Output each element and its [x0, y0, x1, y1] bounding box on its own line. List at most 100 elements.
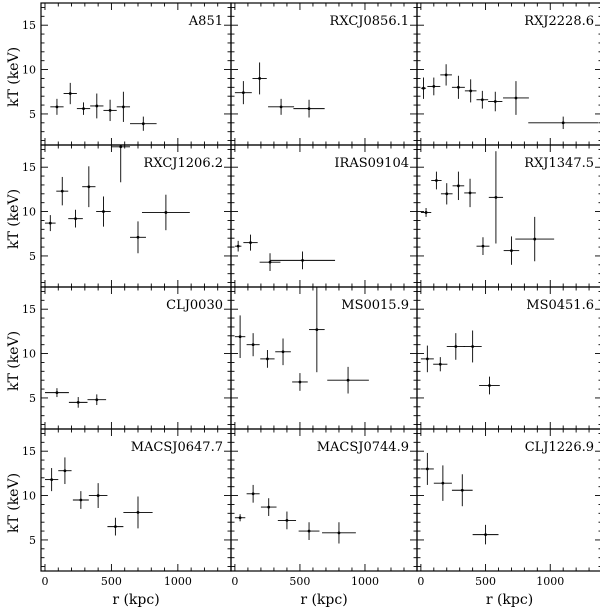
panel-label: RXJ2228.6 — [524, 14, 594, 29]
data-point — [103, 99, 117, 122]
data-point — [298, 522, 320, 540]
point-marker — [301, 258, 304, 262]
y-tick-label: 15 — [22, 161, 36, 174]
point-marker — [121, 105, 125, 109]
panel-ms0451-6: MS0451.6 — [416, 286, 600, 430]
y-axis-title: kT (keV) — [6, 47, 22, 107]
point-marker — [114, 525, 117, 529]
data-point — [327, 366, 369, 394]
data-point — [68, 397, 88, 408]
point-marker — [298, 380, 302, 384]
y-tick-label: 10 — [22, 348, 36, 361]
data-point — [420, 452, 434, 485]
panel-label: MACSJ0744.9 — [317, 440, 409, 455]
point-marker — [76, 400, 80, 404]
data-point — [270, 251, 336, 270]
panel-label: CLJ0030 — [166, 298, 223, 313]
x-tick-label: 0 — [231, 575, 238, 588]
y-axis-title-row-4: kT (keV) — [6, 473, 22, 533]
point-marker — [424, 211, 428, 214]
point-marker — [63, 469, 67, 473]
x-tick-label: 0 — [41, 575, 48, 588]
point-marker — [425, 357, 429, 361]
y-tick-label: 15 — [22, 445, 36, 458]
data-point — [234, 315, 246, 358]
data-point — [44, 215, 56, 232]
panel-label: MS0015.9 — [341, 298, 409, 313]
data-points — [420, 330, 500, 395]
data-point — [446, 333, 465, 360]
data-point — [234, 514, 246, 522]
data-point — [90, 93, 104, 119]
point-marker — [444, 73, 448, 77]
point-marker — [561, 121, 565, 125]
data-point — [488, 151, 504, 244]
data-point — [111, 145, 131, 183]
point-marker — [484, 533, 487, 537]
point-marker — [281, 350, 285, 354]
data-point — [96, 196, 111, 227]
x-tick-label: 1000 — [351, 575, 379, 588]
data-point — [431, 171, 442, 190]
point-marker — [238, 335, 242, 339]
data-point — [452, 171, 465, 201]
point-marker — [251, 343, 255, 347]
y-tick-label: 5 — [29, 392, 36, 405]
data-point — [464, 79, 477, 103]
data-point — [451, 75, 465, 99]
data-point — [82, 166, 96, 208]
panel-label: RXCJ0856.1 — [330, 14, 409, 29]
data-point — [433, 465, 452, 501]
panel-rxcj0856-1: RXCJ0856.1 — [230, 2, 418, 146]
data-point — [503, 236, 520, 265]
data-points — [420, 64, 599, 130]
data-points — [234, 62, 325, 118]
data-points — [420, 151, 555, 265]
point-marker — [454, 345, 458, 348]
panel-rxj2228-6: RXJ2228.6 — [416, 2, 600, 146]
point-marker — [346, 378, 350, 382]
point-marker — [435, 179, 438, 182]
data-point — [88, 483, 108, 508]
point-marker — [307, 529, 311, 533]
data-point — [63, 82, 77, 105]
data-point — [246, 484, 260, 503]
data-point — [130, 221, 146, 254]
data-point — [72, 491, 89, 509]
point-marker — [456, 85, 460, 89]
data-point — [116, 91, 131, 122]
point-marker — [141, 122, 145, 126]
point-marker — [510, 249, 513, 253]
data-points — [50, 82, 157, 131]
point-marker — [68, 92, 72, 95]
point-marker — [285, 519, 289, 522]
data-points — [44, 388, 107, 408]
panel-label: A851 — [188, 14, 223, 29]
data-point — [275, 338, 291, 366]
x-tick-label: 0 — [417, 575, 424, 588]
point-marker — [445, 192, 449, 196]
data-point — [440, 183, 453, 205]
data-point — [243, 234, 258, 251]
panel-a851: 5 10 15 A851 — [22, 2, 232, 146]
point-marker — [481, 244, 485, 248]
point-marker — [456, 184, 460, 188]
point-marker — [425, 467, 429, 471]
data-point — [123, 496, 153, 529]
point-marker — [236, 244, 240, 248]
point-marker — [48, 221, 52, 225]
point-marker — [74, 217, 77, 221]
panel-label: RXJ1347.5 — [524, 156, 594, 171]
data-point — [476, 90, 489, 109]
data-point — [259, 253, 281, 272]
data-points — [234, 234, 336, 272]
data-point — [260, 498, 277, 516]
data-point — [50, 98, 64, 115]
point-marker — [279, 105, 283, 109]
data-point — [464, 178, 476, 208]
data-point — [440, 64, 452, 86]
point-marker — [96, 494, 100, 497]
point-marker — [136, 235, 140, 239]
data-point — [141, 194, 190, 231]
